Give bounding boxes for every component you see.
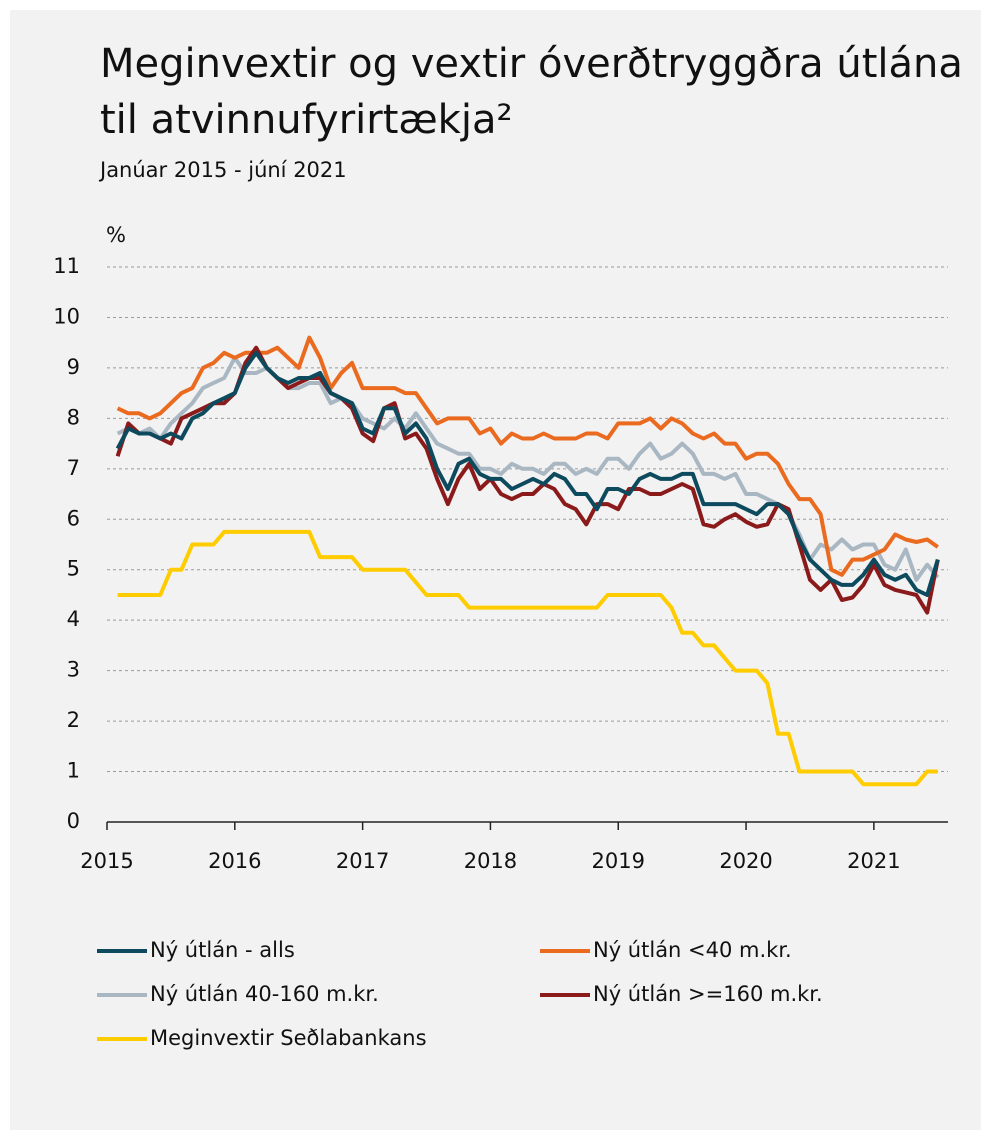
x-tick-label: 2016 [208, 849, 261, 873]
y-tick-label: 6 [67, 506, 80, 530]
y-tick-label: 1 [67, 759, 80, 783]
y-tick-label: 0 [67, 809, 80, 833]
y-tick-label: 9 [67, 355, 80, 379]
legend-label: Ný útlán >=160 m.kr. [593, 982, 823, 1006]
legend-label: Ný útlán 40-160 m.kr. [150, 982, 379, 1006]
x-tick-label: 2021 [847, 849, 900, 873]
y-tick-label: 2 [67, 708, 80, 732]
chart-title: Meginvextir og vextir óverðtryggðra útlá… [100, 41, 963, 143]
x-tick-label: 2015 [80, 849, 133, 873]
y-tick-label: 10 [53, 304, 80, 328]
legend-label: Ný útlán <40 m.kr. [593, 938, 792, 962]
chart-subtitle: Janúar 2015 - júní 2021 [100, 158, 347, 182]
series-line [115, 345, 940, 615]
series-line [115, 350, 940, 597]
x-tick-label: 2018 [464, 849, 517, 873]
y-tick-label: 11 [53, 254, 80, 278]
y-tick-label: 4 [67, 607, 80, 631]
x-tick-label: 2017 [336, 849, 389, 873]
y-tick-label: 7 [67, 456, 80, 480]
y-tick-label: 3 [67, 658, 80, 682]
series-line [117, 529, 938, 787]
y-axis-label: % [106, 223, 126, 247]
legend-label: Ný útlán - alls [150, 938, 295, 962]
legend-label: Meginvextir Seðlabankans [150, 1026, 427, 1050]
x-tick-label: 2019 [592, 849, 645, 873]
x-tick-label: 2020 [719, 849, 772, 873]
y-tick-label: 8 [67, 405, 80, 429]
y-tick-label: 5 [67, 557, 80, 581]
